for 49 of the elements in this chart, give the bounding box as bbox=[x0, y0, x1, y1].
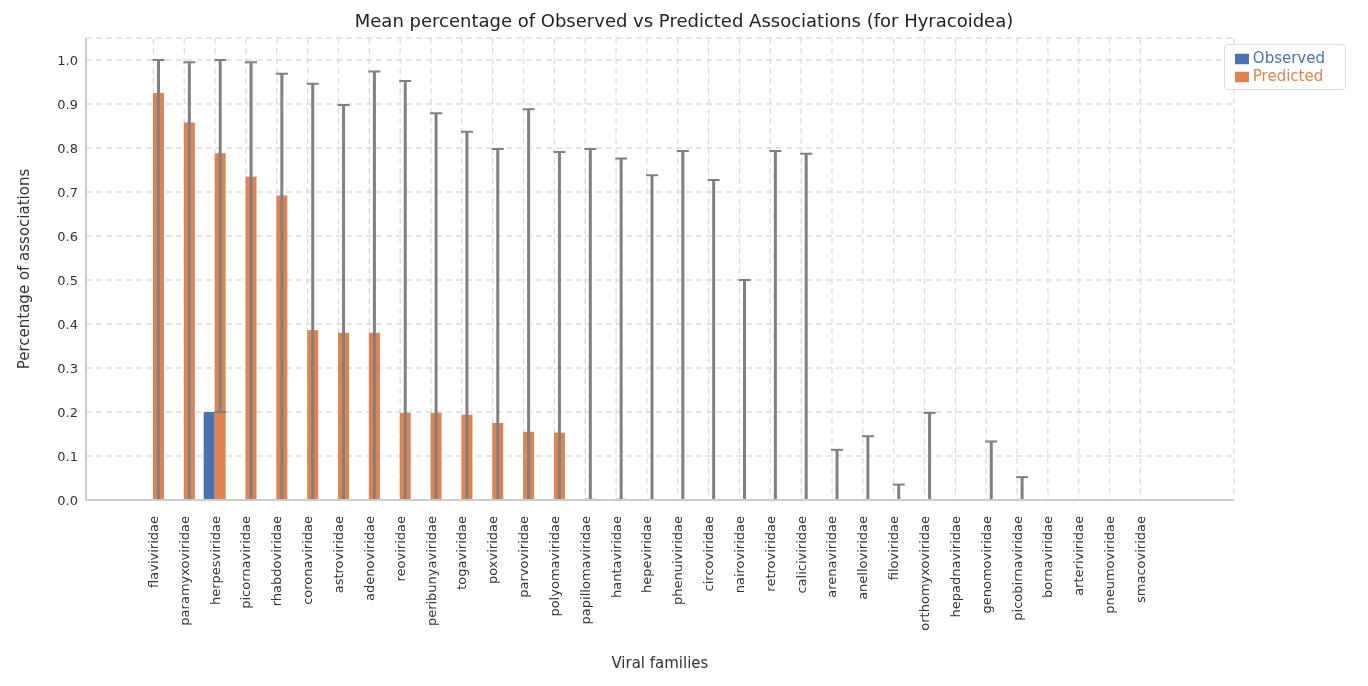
x-tick-label: flaviviridae bbox=[145, 516, 161, 588]
x-axis-title: Viral families bbox=[611, 654, 709, 672]
x-tick-label: hepeviridae bbox=[639, 516, 655, 593]
x-tick-label: paramyxoviridae bbox=[176, 516, 192, 626]
y-tick-label: 0.9 bbox=[57, 96, 78, 112]
x-tick-label: rhabdoviridae bbox=[269, 516, 285, 607]
x-tick-label: nairoviridae bbox=[731, 516, 747, 594]
x-tick-label: adenoviridae bbox=[361, 516, 377, 601]
x-tick-label: reoviridae bbox=[392, 516, 408, 582]
x-tick-label: caliciviridae bbox=[793, 516, 809, 594]
x-tick-label: herpesviridae bbox=[207, 516, 223, 606]
y-tick-label: 1.0 bbox=[57, 52, 78, 68]
x-tick-label: picobirnaviridae bbox=[1009, 516, 1025, 621]
x-tick-label: filoviridae bbox=[886, 516, 902, 581]
y-tick-label: 0.2 bbox=[57, 404, 78, 420]
x-tick-label: anelloviridae bbox=[855, 516, 871, 600]
y-tick-label: 0.4 bbox=[57, 316, 78, 332]
y-axis-title: Percentage of associations bbox=[15, 168, 34, 370]
x-tick-label: papillomaviridae bbox=[577, 516, 593, 625]
x-tick-label: astroviridae bbox=[330, 516, 346, 594]
chart-title: Mean percentage of Observed vs Predicted Associations (for Hyracoidea) bbox=[353, 9, 1015, 33]
x-tick-label: pneumoviridae bbox=[1102, 516, 1118, 614]
x-tick-label: parvoviridae bbox=[516, 516, 532, 598]
x-tick-label: polyomaviridae bbox=[546, 516, 562, 617]
x-tick-label: phenuiviridae bbox=[670, 516, 686, 606]
y-tick-label: 0.6 bbox=[57, 228, 78, 244]
x-tick-label: genomoviridae bbox=[978, 516, 994, 614]
x-tick-label: orthomyxoviridae bbox=[917, 516, 932, 631]
x-tick-label: poxviridae bbox=[485, 516, 501, 584]
legend-label: Observed bbox=[1252, 49, 1325, 67]
x-tick-label: peribunyaviridae bbox=[423, 516, 439, 627]
x-tick-label: hantaviridae bbox=[608, 516, 624, 598]
x-tick-label: circoviridae bbox=[701, 516, 717, 592]
y-tick-label: 0.3 bbox=[57, 360, 78, 376]
x-tick-label: retroviridae bbox=[762, 516, 778, 592]
legend-label: Predicted bbox=[1252, 67, 1324, 85]
x-tick-label: arteriviridae bbox=[1071, 516, 1087, 596]
y-tick-label: 0.8 bbox=[57, 140, 78, 156]
y-tick-label: 0.7 bbox=[57, 184, 78, 200]
x-tick-label: togaviridae bbox=[454, 516, 470, 590]
y-tick-label: 0.0 bbox=[57, 492, 78, 508]
x-tick-label: hepadnaviridae bbox=[947, 516, 963, 618]
y-tick-label: 0.5 bbox=[57, 272, 78, 288]
x-tick-label: smacoviridae bbox=[1132, 516, 1148, 603]
x-tick-label: bornaviridae bbox=[1040, 516, 1056, 599]
x-tick-label: picornaviridae bbox=[238, 516, 254, 609]
y-tick-label: 0.1 bbox=[57, 448, 78, 464]
x-tick-label: coronaviridae bbox=[300, 516, 316, 605]
x-tick-label: arenaviridae bbox=[824, 516, 840, 598]
